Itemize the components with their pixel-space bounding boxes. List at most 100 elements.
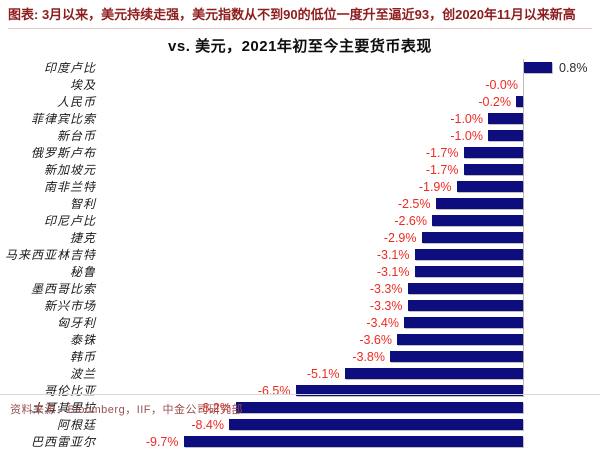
bar-row: 匈牙利 -3.4% <box>0 314 600 331</box>
bar <box>229 419 523 430</box>
bar-cell: -3.1% <box>100 246 600 263</box>
bar-cell: -5.1% <box>100 365 600 382</box>
bar <box>516 96 523 107</box>
bar-cell: -2.9% <box>100 229 600 246</box>
category-label: 俄罗斯卢布 <box>30 146 96 160</box>
bar <box>414 249 523 260</box>
bar-row: 阿根廷 -8.4% <box>0 416 600 433</box>
bar <box>488 113 523 124</box>
bar-cell: -2.6% <box>100 212 600 229</box>
bar-row: 新兴市场 -3.3% <box>0 297 600 314</box>
category-label: 泰铢 <box>69 333 96 347</box>
value-label: -3.1% <box>376 264 410 279</box>
report-chart-page: 图表: 3月以来，美元持续走强，美元指数从不到90的低位一度升至逼近93，创20… <box>0 5 600 450</box>
category-label: 新加坡元 <box>43 163 96 177</box>
bar <box>183 436 523 447</box>
bar-row: 新台币 -1.0% <box>0 127 600 144</box>
bar-row: 埃及 -0.0% <box>0 76 600 93</box>
category-label: 墨西哥比索 <box>30 282 96 296</box>
bar <box>295 385 523 396</box>
category-label: 印尼卢比 <box>43 214 96 228</box>
bar-cell: -9.7% <box>100 433 600 450</box>
category-label: 韩币 <box>69 350 96 364</box>
category-label: 人民币 <box>56 95 96 109</box>
value-label: -3.4% <box>366 315 399 330</box>
category-label: 南非兰特 <box>43 180 96 194</box>
bar <box>414 266 523 277</box>
bar-cell: -3.6% <box>100 331 600 348</box>
bar-cell: -3.1% <box>100 263 600 280</box>
bar-row: 秘鲁 -3.1% <box>0 263 600 280</box>
value-label: -1.7% <box>425 162 459 177</box>
bar-cell: -8.2% <box>100 399 600 416</box>
bar-row: 泰铢 -3.6% <box>0 331 600 348</box>
category-label: 巴西雷亚尔 <box>30 435 96 449</box>
value-label: -1.9% <box>418 179 452 194</box>
bar <box>456 181 523 192</box>
category-label: 捷克 <box>69 231 96 245</box>
category-label: 土耳其里拉 <box>30 401 96 415</box>
value-label: -8.2% <box>198 400 231 415</box>
bar-chart: 印度卢比 0.8% 埃及 -0.0% 人民币 -0.2% 菲律宾比索 -1.0% 新台币 -1.0… <box>0 59 600 450</box>
bar-cell: -0.2% <box>100 93 600 110</box>
bar <box>236 402 523 413</box>
bar-row: 人民币 -0.2% <box>0 93 600 110</box>
bar-row: 捷克 -2.9% <box>0 229 600 246</box>
bar-cell: -1.7% <box>100 144 600 161</box>
value-label: -0.2% <box>478 94 511 109</box>
value-label: -1.0% <box>450 111 483 126</box>
bar-cell: -2.5% <box>100 195 600 212</box>
value-label: -3.6% <box>359 332 392 347</box>
value-label: -1.7% <box>425 145 459 160</box>
value-label: -3.3% <box>369 281 403 296</box>
bar <box>524 62 552 73</box>
bar <box>344 368 523 379</box>
bar-row: 新加坡元 -1.7% <box>0 161 600 178</box>
bar <box>463 164 523 175</box>
bar-row: 马来西亚林吉特 -3.1% <box>0 246 600 263</box>
category-label: 波兰 <box>69 367 96 381</box>
bar <box>432 215 523 226</box>
category-label: 智利 <box>69 197 96 211</box>
value-label: -2.9% <box>383 230 417 245</box>
bar-row: 俄罗斯卢布 -1.7% <box>0 144 600 161</box>
source-note: 资料来源：Bloomberg，IIF，中金公司研究部 <box>0 394 600 417</box>
category-label: 新兴市场 <box>43 299 96 313</box>
value-label: -3.8% <box>352 349 385 364</box>
value-label: -2.6% <box>394 213 427 228</box>
bar-cell: -3.4% <box>100 314 600 331</box>
bar <box>404 317 523 328</box>
bar-row: 菲律宾比索 -1.0% <box>0 110 600 127</box>
bar-row: 巴西雷亚尔 -9.7% <box>0 433 600 450</box>
bar-row: 土耳其里拉 -8.2% <box>0 399 600 416</box>
bar-cell: -1.0% <box>100 127 600 144</box>
bar-cell: -0.0% <box>100 76 600 93</box>
bar-row: 韩币 -3.8% <box>0 348 600 365</box>
category-label: 秘鲁 <box>69 265 96 279</box>
value-label: -9.7% <box>145 434 179 449</box>
category-label: 印度卢比 <box>43 61 96 75</box>
category-label: 新台币 <box>56 129 96 143</box>
value-label: 0.8% <box>559 60 588 75</box>
value-label: -1.0% <box>450 128 483 143</box>
bar-row: 南非兰特 -1.9% <box>0 178 600 195</box>
bar <box>488 130 523 141</box>
value-label: -3.3% <box>369 298 403 313</box>
bar-row: 印度卢比 0.8% <box>0 59 600 76</box>
figure-caption: 图表: 3月以来，美元持续走强，美元指数从不到90的低位一度升至逼近93，创20… <box>8 5 592 29</box>
category-label: 阿根廷 <box>56 418 96 432</box>
chart-title: vs. 美元，2021年初至今主要货币表现 <box>168 38 432 55</box>
value-label: -0.0% <box>485 77 518 92</box>
bar <box>463 147 523 158</box>
bar <box>407 300 523 311</box>
bar <box>407 283 523 294</box>
bar-cell: -8.4% <box>100 416 600 433</box>
category-label: 埃及 <box>69 78 96 92</box>
bar-cell: -1.7% <box>100 161 600 178</box>
category-label: 菲律宾比索 <box>30 112 96 126</box>
bar-chart-rows: 印度卢比 0.8% 埃及 -0.0% 人民币 -0.2% 菲律宾比索 -1.0% 新台币 -1.0… <box>0 59 600 450</box>
value-label: -5.1% <box>306 366 340 381</box>
category-label: 匈牙利 <box>56 316 96 330</box>
value-label: -3.1% <box>376 247 410 262</box>
bar <box>397 334 523 345</box>
